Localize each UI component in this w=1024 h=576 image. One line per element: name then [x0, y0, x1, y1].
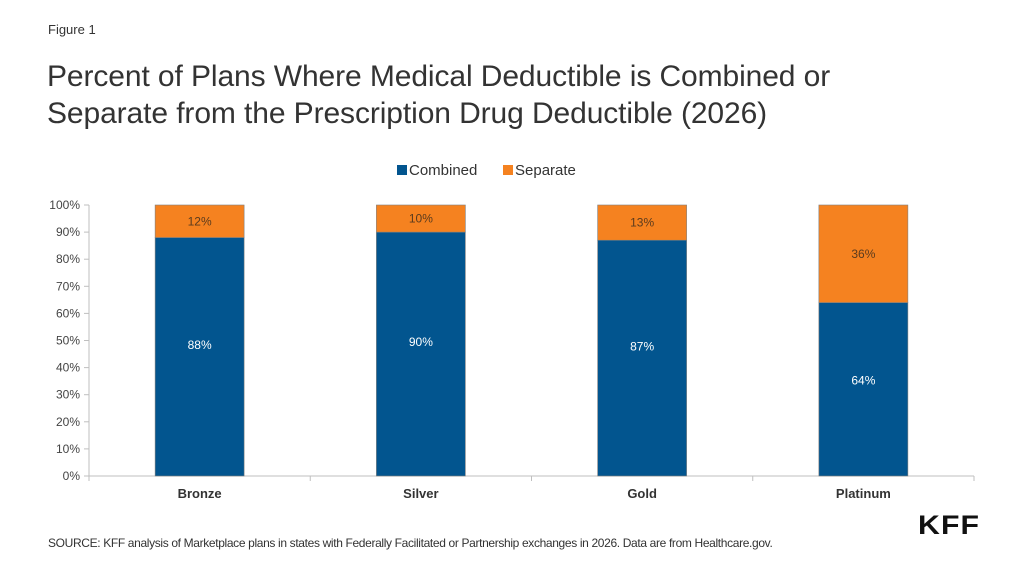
- y-tick-label: 100%: [49, 198, 80, 212]
- x-category-label: Silver: [403, 486, 438, 501]
- data-label-combined: 90%: [409, 335, 433, 349]
- y-tick-label: 70%: [56, 279, 80, 293]
- data-label-separate: 12%: [188, 214, 212, 228]
- data-label-combined: 88%: [188, 338, 212, 352]
- figure-label: Figure 1: [48, 22, 96, 37]
- y-tick-label: 80%: [56, 252, 80, 266]
- x-category-label: Bronze: [178, 486, 222, 501]
- bar-segment-separate: [818, 204, 909, 303]
- legend-swatch-separate: [503, 165, 513, 175]
- y-tick-label: 30%: [56, 388, 80, 402]
- bar-segment-combined: [597, 239, 687, 477]
- data-label-separate: 13%: [630, 216, 654, 230]
- bars: 88% 12% 90% 10% 87% 13% 64% 36%: [154, 204, 909, 477]
- source-note: SOURCE: KFF analysis of Marketplace plan…: [48, 536, 773, 550]
- bar-segment-separate: [597, 204, 687, 241]
- bar-segment-combined: [376, 231, 466, 477]
- y-tick-label: 0%: [63, 469, 81, 483]
- bar-segment-separate: [154, 204, 245, 238]
- legend-label-separate: Separate: [515, 162, 576, 179]
- y-tick-label: 10%: [56, 442, 80, 456]
- data-label-separate: 36%: [851, 247, 875, 261]
- bar-segment-separate: [376, 204, 466, 233]
- y-tick-label: 20%: [56, 415, 80, 429]
- kff-logo: KFF: [918, 510, 981, 540]
- bar-segment-combined: [154, 237, 245, 477]
- bar-segment-combined: [818, 302, 909, 477]
- y-tick-label: 60%: [56, 306, 80, 320]
- chart-title-line-1: Percent of Plans Where Medical Deductibl…: [47, 60, 831, 93]
- legend-swatch-combined: [397, 165, 407, 175]
- data-label-separate: 10%: [409, 212, 433, 226]
- axes: 0% 10% 20% 30% 40% 50% 60% 70% 80% 90% 100% Bronze S…: [49, 198, 975, 501]
- legend: Combined Separate: [397, 162, 576, 179]
- y-tick-label: 50%: [56, 334, 80, 348]
- y-tick-label: 40%: [56, 361, 80, 375]
- data-label-combined: 64%: [851, 374, 875, 388]
- chart-title-line-2: Separate from the Prescription Drug Dedu…: [47, 97, 768, 130]
- legend-label-combined: Combined: [409, 162, 477, 179]
- x-category-label: Platinum: [836, 486, 891, 501]
- data-label-combined: 87%: [630, 339, 654, 353]
- y-tick-label: 90%: [56, 225, 80, 239]
- x-category-label: Gold: [627, 486, 657, 501]
- chart-title: Percent of Plans Where Medical Deductibl…: [47, 58, 1007, 132]
